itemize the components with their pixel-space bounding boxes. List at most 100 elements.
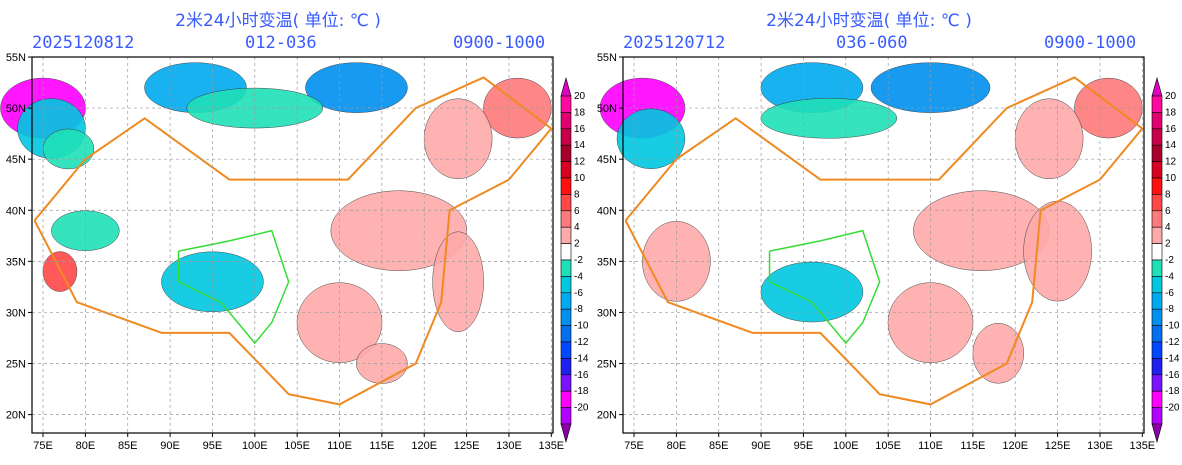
colorbar-label: -2 <box>1165 255 1174 266</box>
map-frame <box>31 56 554 434</box>
colorbar-label: 14 <box>1165 140 1177 151</box>
lat-tick-label: 40N <box>6 205 26 217</box>
colorbar-label: 2 <box>1165 239 1171 250</box>
colorbar-label: -18 <box>1165 386 1180 397</box>
colorbar-segment <box>560 112 572 130</box>
colorbar-segment <box>1151 341 1163 359</box>
lon-tick-label: 75E <box>33 440 53 452</box>
region-boundary <box>177 229 290 345</box>
colorbar-label: -20 <box>1165 403 1180 414</box>
colorbar-segment <box>560 341 572 359</box>
colorbar-segment <box>1151 144 1163 162</box>
colorbar-segment <box>1151 243 1163 261</box>
colorbar-segment <box>1151 226 1163 244</box>
colorbar-label: 8 <box>1165 189 1171 200</box>
colorbar-label: 20 <box>574 91 586 102</box>
temperature-change-area <box>423 98 493 179</box>
lat-tick-label: 20N <box>6 410 26 422</box>
init-time: 2025120712 <box>623 33 726 53</box>
temperature-change-area <box>1014 98 1084 179</box>
colorbar-label: -14 <box>1165 353 1180 364</box>
colorbar-segment <box>560 292 572 310</box>
colorbar-segment <box>1151 358 1163 376</box>
lat-tick-label: 40N <box>597 205 617 217</box>
colorbar-segment <box>1151 112 1163 130</box>
panel-title: 2米24小时变温( 单位: ℃ ) <box>766 11 972 31</box>
colorbar-segment <box>560 308 572 326</box>
lon-tick-label: 120E <box>411 440 437 452</box>
temperature-change-area <box>760 98 898 139</box>
colorbar-label: 4 <box>574 222 580 233</box>
colorbar-label: 2 <box>574 239 580 250</box>
colorbar-label: -16 <box>574 370 589 381</box>
temperature-change-map: 75E 80E 85E 90E 95E 100E 105E 110E 115E 120E 125E 1… <box>0 52 589 452</box>
lon-tick-label: 85E <box>118 440 138 452</box>
temperature-change-area <box>42 128 95 170</box>
lat-tick-label: 55N <box>597 52 617 64</box>
colorbar-label: -12 <box>574 337 589 348</box>
colorbar-arrow-bottom <box>1151 423 1163 444</box>
lon-tick-label: 130E <box>1087 440 1113 452</box>
lon-tick-label: 110E <box>918 440 943 452</box>
lat-tick-label: 20N <box>597 410 617 422</box>
temperature-change-area <box>483 77 552 139</box>
lon-tick-label: 85E <box>709 440 729 452</box>
lat-tick-label: 50N <box>597 103 617 115</box>
lat-tick-label: 25N <box>597 359 617 371</box>
colorbar-label: 4 <box>1165 222 1171 233</box>
colorbar-segment <box>1151 177 1163 195</box>
valid-hours: 0900-1000 <box>1044 33 1137 53</box>
colorbar-segment <box>560 226 572 244</box>
colorbar-label: 12 <box>1165 157 1177 168</box>
colorbar-label: 18 <box>574 107 586 118</box>
lon-tick-label: 130E <box>496 440 522 452</box>
lat-tick-label: 45N <box>6 154 26 166</box>
lon-tick-label: 95E <box>794 440 814 452</box>
colorbar-segment <box>1151 259 1163 277</box>
colorbar-label: 18 <box>1165 107 1177 118</box>
lat-tick-label: 25N <box>6 359 26 371</box>
colorbar-label: -16 <box>1165 370 1180 381</box>
lon-tick-label: 110E <box>327 440 352 452</box>
colorbar-label: -8 <box>574 304 583 315</box>
lon-tick-label: 105E <box>875 440 901 452</box>
lon-tick-label: 135E <box>538 440 564 452</box>
colorbar-label: -4 <box>1165 271 1174 282</box>
left-panel: 2米24小时变温( 单位: ℃ ) 2025120812 012-036 090… <box>0 11 589 452</box>
colorbar-label: 20 <box>1165 91 1177 102</box>
colorbar-segment <box>560 325 572 343</box>
colorbar-segment <box>1151 95 1163 113</box>
colorbar-segment <box>560 358 572 376</box>
lon-tick-label: 90E <box>160 440 180 452</box>
colorbar-label: 6 <box>1165 206 1171 217</box>
country-border <box>624 76 1144 406</box>
colorbar-label: -10 <box>1165 321 1180 332</box>
lat-tick-label: 35N <box>6 256 26 268</box>
colorbar-segment <box>560 390 572 408</box>
colorbar-segment <box>560 161 572 179</box>
colorbar-label: 10 <box>574 173 586 184</box>
colorbar-segment <box>560 243 572 261</box>
colorbar-segment <box>1151 407 1163 425</box>
colorbar-label: -12 <box>1165 337 1180 348</box>
lon-tick-label: 100E <box>242 440 268 452</box>
right-panel: 2米24小时变温( 单位: ℃ ) 2025120712 036-060 090… <box>591 0 1182 465</box>
colorbar-arrow-bottom <box>560 423 572 444</box>
forecast-range: 036-060 <box>836 33 908 53</box>
colorbar-label: 8 <box>574 189 580 200</box>
colorbar-segment <box>1151 292 1163 310</box>
map-frame <box>622 56 1145 434</box>
lon-tick-label: 135E <box>1129 440 1155 452</box>
colorbar-label: -18 <box>574 386 589 397</box>
lon-tick-label: 120E <box>1002 440 1028 452</box>
temperature-change-area <box>972 323 1025 384</box>
colorbar-segment <box>1151 210 1163 228</box>
lat-tick-label: 45N <box>597 154 617 166</box>
colorbar-label: -2 <box>574 255 583 266</box>
lon-tick-label: 100E <box>833 440 859 452</box>
temperature-change-area <box>760 261 864 323</box>
lon-tick-label: 95E <box>203 440 223 452</box>
colorbar-segment <box>560 144 572 162</box>
colorbar-segment <box>1151 308 1163 326</box>
valid-hours: 0900-1000 <box>453 33 546 53</box>
